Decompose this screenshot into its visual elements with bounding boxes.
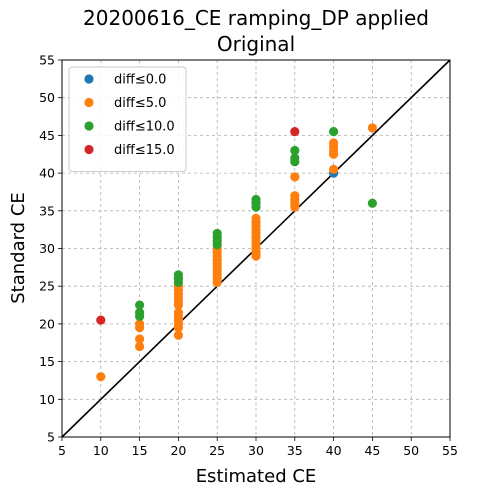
data-point — [251, 213, 261, 223]
data-point — [290, 191, 300, 201]
legend-box — [68, 66, 187, 172]
legend-marker — [84, 121, 94, 131]
data-point — [290, 172, 300, 182]
data-point — [173, 270, 183, 280]
data-point — [96, 315, 106, 325]
x-tick-label: 40 — [326, 443, 342, 458]
data-point — [367, 123, 377, 133]
data-point — [367, 198, 377, 208]
data-point — [329, 164, 339, 174]
data-point — [135, 334, 145, 344]
data-point — [251, 194, 261, 205]
y-tick-label: 25 — [39, 279, 55, 294]
y-tick-label: 10 — [39, 392, 55, 407]
chart-subtitle: Original — [217, 32, 295, 56]
legend-label: diff≤0.0 — [114, 73, 166, 88]
x-tick-label: 5 — [58, 443, 66, 458]
x-tick-label: 25 — [209, 443, 225, 458]
y-tick-label: 50 — [39, 90, 55, 105]
data-points — [96, 123, 377, 382]
data-point — [135, 319, 145, 329]
y-tick-label: 35 — [39, 203, 55, 218]
y-tick-label: 30 — [39, 241, 55, 256]
y-tick-label: 55 — [39, 53, 55, 68]
y-axis-label: Standard CE — [8, 192, 29, 304]
x-tick-label: 20 — [170, 443, 186, 458]
x-tick-label: 55 — [442, 443, 458, 458]
x-tick-label: 10 — [93, 443, 109, 458]
legend: diff≤0.0 diff≤5.0 diff≤10.0 diff≤15.0 — [68, 66, 187, 172]
x-tick-label: 35 — [287, 443, 303, 458]
data-point — [290, 127, 300, 137]
chart-title: 20200616_CE ramping_DP applied — [83, 6, 429, 30]
plot-frame — [61, 59, 451, 438]
data-point — [135, 300, 145, 310]
legend-label: diff≤5.0 — [114, 96, 166, 111]
legend-label: diff≤15.0 — [114, 143, 175, 158]
data-point — [135, 307, 145, 318]
legend-marker — [84, 74, 94, 84]
data-point — [135, 341, 145, 352]
x-axis-label: Estimated CE — [196, 466, 317, 487]
y-tick-label: 40 — [39, 166, 55, 181]
x-tick-label: 50 — [403, 443, 419, 458]
data-point — [329, 127, 339, 137]
data-point — [96, 372, 106, 382]
x-tick-label: 45 — [364, 443, 380, 458]
y-tick-label: 15 — [39, 354, 55, 369]
data-point — [290, 153, 300, 163]
legend-marker — [84, 144, 94, 155]
data-point — [290, 145, 300, 156]
data-point — [212, 228, 222, 239]
axis-ticks: 5 10 15 20 25 30 35 40 45 50 555101520253035404550… — [39, 53, 458, 459]
x-tick-label: 15 — [132, 443, 148, 458]
y-tick-label: 45 — [39, 128, 55, 143]
data-point — [173, 307, 183, 318]
y-tick-label: 5 — [47, 430, 55, 445]
legend-label: diff≤10.0 — [114, 120, 175, 135]
x-tick-label: 30 — [248, 443, 264, 458]
data-point — [329, 138, 339, 148]
data-point — [173, 330, 183, 340]
legend-marker — [84, 97, 94, 108]
y-tick-label: 20 — [39, 316, 55, 331]
